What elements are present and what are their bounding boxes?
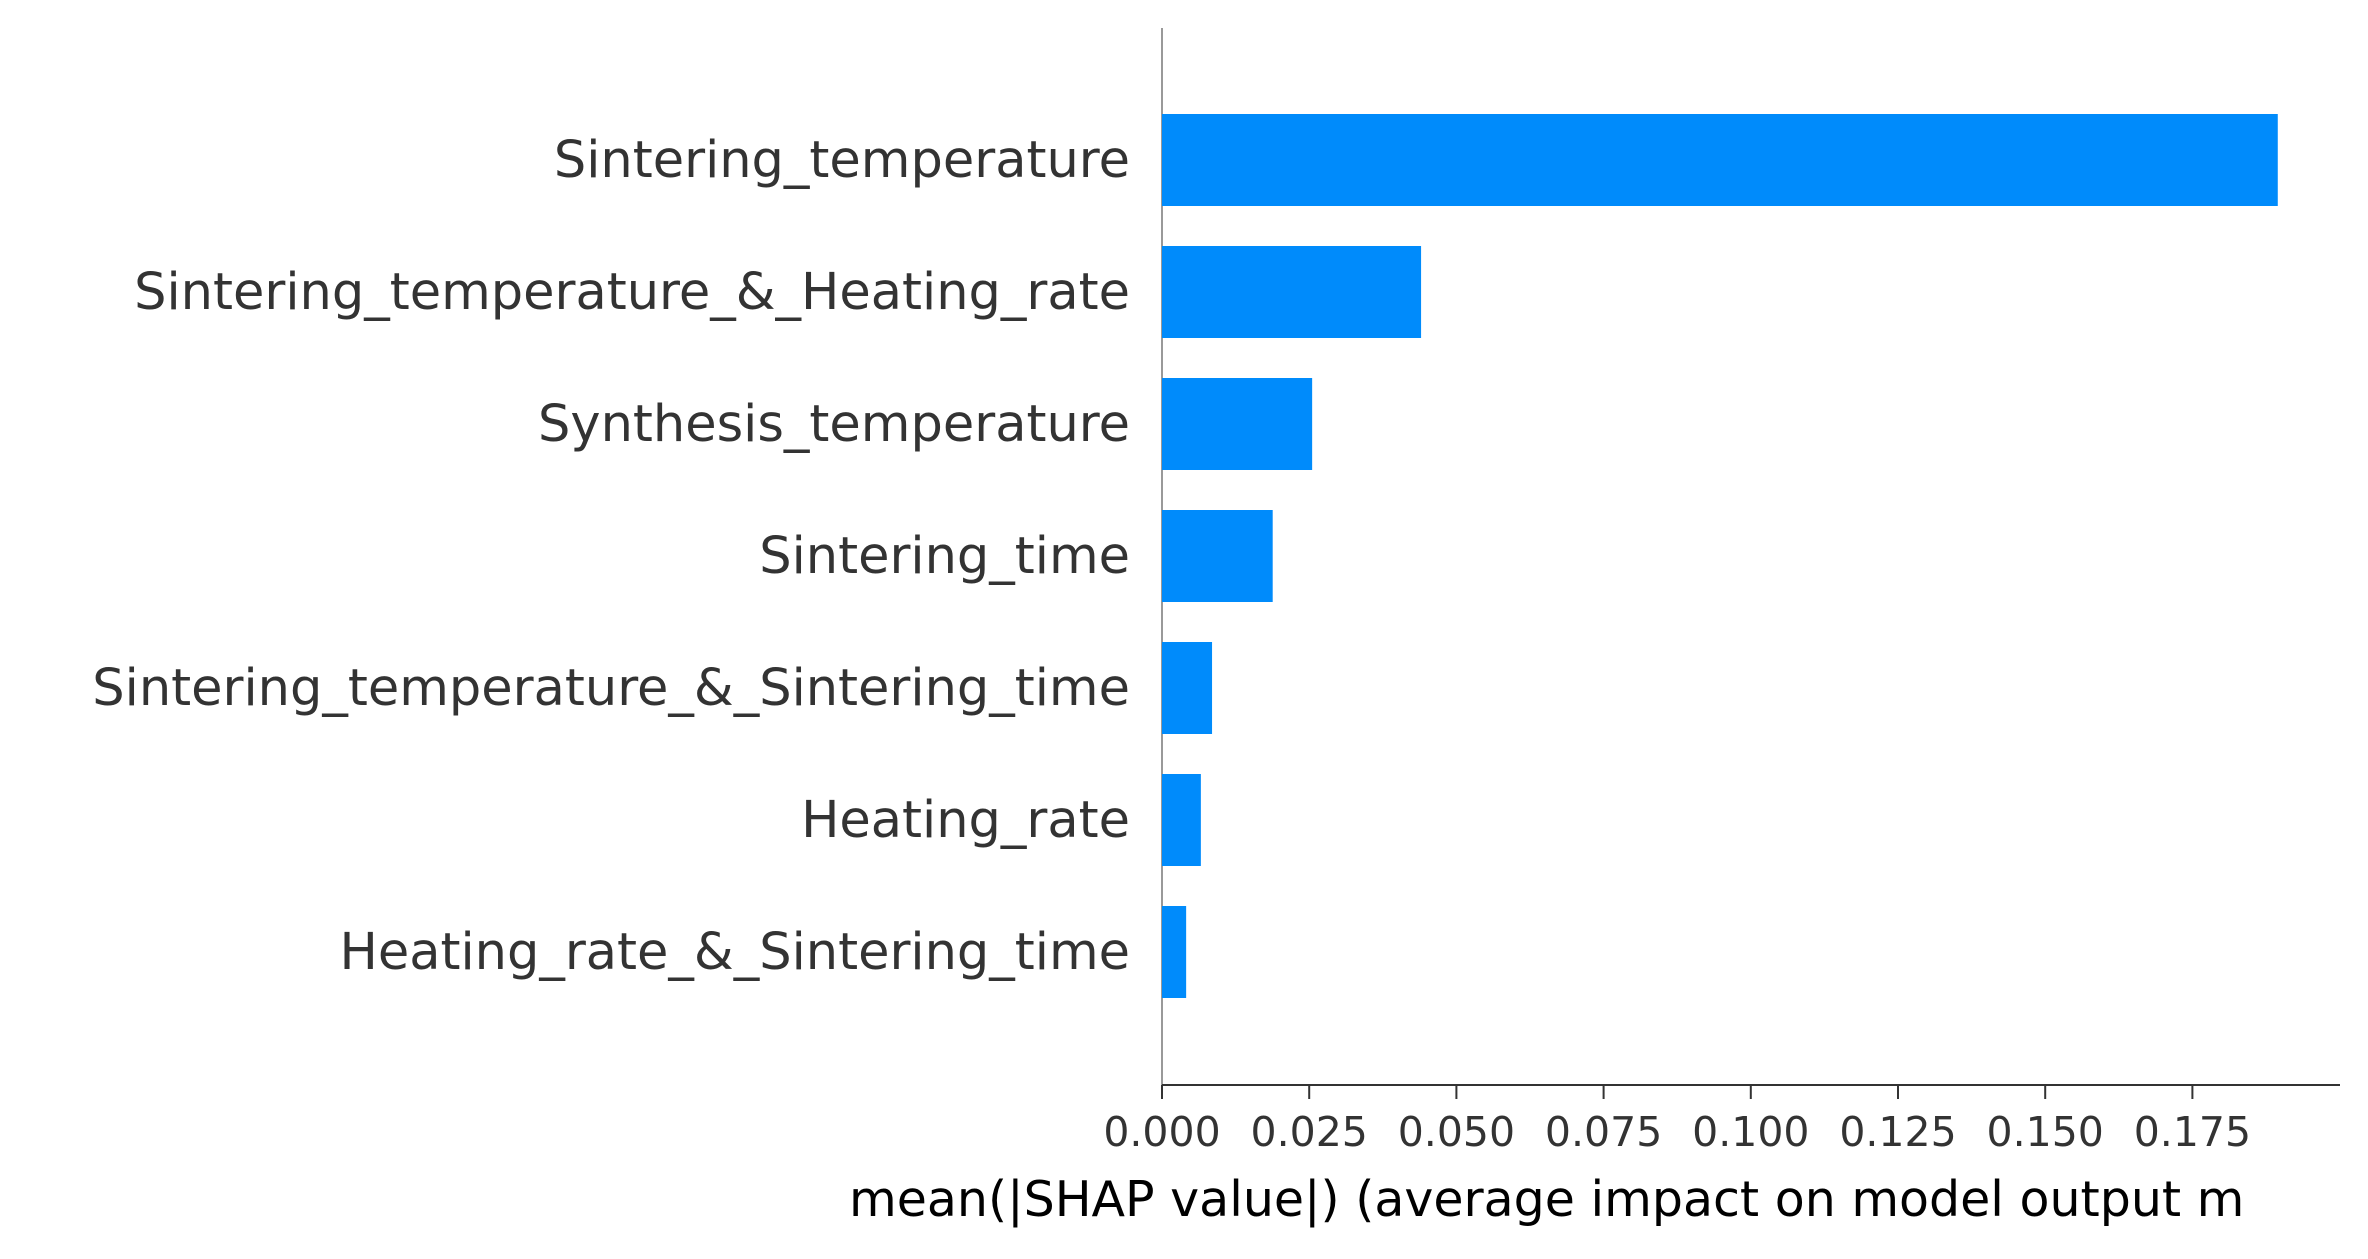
bar [1162,378,1313,470]
bar [1162,906,1187,998]
x-ticks: 0.000 0.025 0.050 0.075 0.100 0.125 0.150 0.175 [1103,1085,2251,1156]
bar [1162,246,1422,338]
y-tick-label: Sintering_temperature [554,131,1130,190]
x-tick-label: 0.025 [1251,1108,1368,1156]
bar [1162,114,2278,206]
bar [1162,642,1213,734]
y-tick-label: Heating_rate [801,791,1130,850]
x-tick-label: 0.125 [1839,1108,1956,1156]
x-tick-label: 0.000 [1103,1108,1220,1156]
x-tick-label: 0.175 [2134,1108,2251,1156]
y-tick-label: Sintering_time [759,527,1130,586]
y-tick-label: Sintering_temperature_&_Heating_rate [134,263,1130,322]
x-axis-label: mean(|SHAP value|) (average impact on mo… [849,1171,2244,1228]
x-tick-label: 0.150 [1987,1108,2104,1156]
y-tick-label: Heating_rate_&_Sintering_time [340,923,1131,982]
x-tick-label: 0.050 [1398,1108,1515,1156]
y-tick-label: Synthesis_temperature [538,395,1130,454]
bars-group [1162,114,2278,998]
bar [1162,774,1201,866]
x-tick-label: 0.100 [1692,1108,1809,1156]
bar [1162,510,1273,602]
x-tick-label: 0.075 [1545,1108,1662,1156]
y-tick-label: Sintering_temperature_&_Sintering_time [92,659,1130,718]
y-tick-labels: Sintering_temperature Sintering_temperatu… [92,131,1130,982]
